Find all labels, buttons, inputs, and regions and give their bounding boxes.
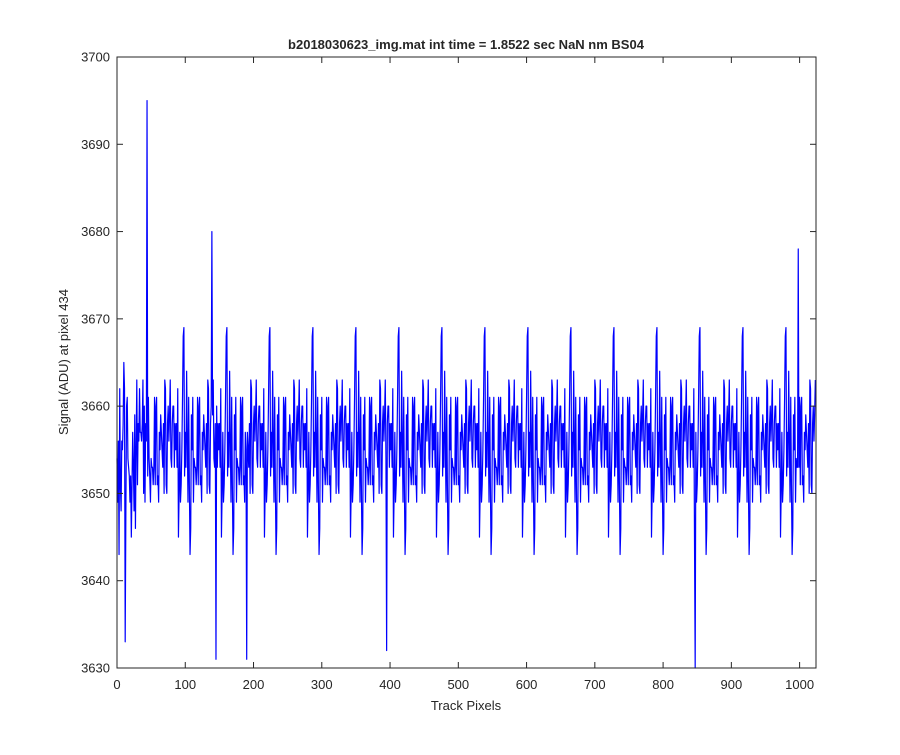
x-tick-label: 700 bbox=[584, 677, 606, 692]
x-tick-label: 1000 bbox=[785, 677, 814, 692]
x-tick-label: 400 bbox=[379, 677, 401, 692]
signal-series-line bbox=[116, 100, 816, 669]
y-tick-label: 3640 bbox=[81, 573, 110, 588]
axes-box bbox=[116, 56, 817, 669]
x-tick-label: 300 bbox=[311, 677, 333, 692]
y-tick-label: 3630 bbox=[81, 661, 110, 676]
y-axis: 3630 3640 3650 3660 3670 3680 3690 3700 bbox=[81, 50, 816, 676]
y-tick-label: 3670 bbox=[81, 311, 110, 326]
x-tick-label: 900 bbox=[721, 677, 743, 692]
x-axis-label: Track Pixels bbox=[431, 698, 502, 713]
y-tick-label: 3680 bbox=[81, 224, 110, 239]
y-axis-label: Signal (ADU) at pixel 434 bbox=[56, 289, 71, 435]
chart-title: b2018030623_img.mat int time = 1.8522 se… bbox=[288, 37, 645, 52]
y-tick-label: 3650 bbox=[81, 486, 110, 501]
x-axis: 0 100 200 300 400 500 600 700 800 900 1000 bbox=[113, 57, 814, 692]
x-tick-label: 100 bbox=[174, 677, 196, 692]
x-tick-label: 0 bbox=[113, 677, 120, 692]
x-tick-label: 500 bbox=[447, 677, 469, 692]
y-tick-label: 3690 bbox=[81, 137, 110, 152]
y-tick-label: 3700 bbox=[81, 50, 110, 65]
x-tick-label: 800 bbox=[652, 677, 674, 692]
x-tick-label: 200 bbox=[243, 677, 265, 692]
series-group bbox=[116, 100, 816, 669]
y-tick-label: 3660 bbox=[81, 399, 110, 414]
plot-area bbox=[117, 57, 816, 668]
x-tick-label: 600 bbox=[516, 677, 538, 692]
